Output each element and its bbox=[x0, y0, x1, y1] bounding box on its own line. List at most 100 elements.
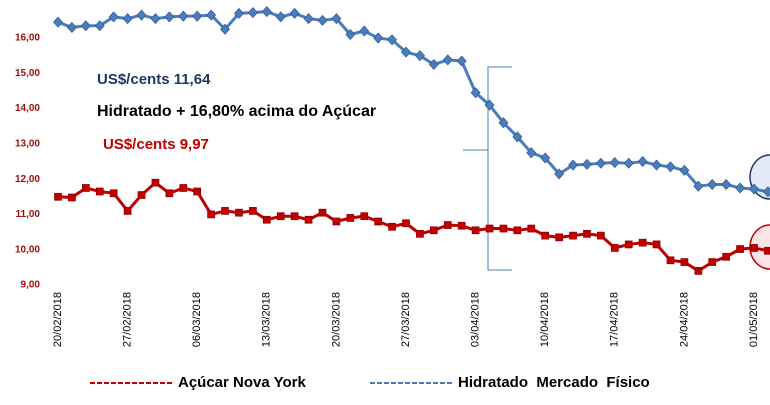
point-marker bbox=[762, 186, 770, 198]
point-marker bbox=[597, 231, 605, 240]
series-line bbox=[57, 180, 769, 273]
point-marker bbox=[207, 210, 215, 219]
point-marker bbox=[414, 50, 425, 62]
point-marker bbox=[136, 9, 147, 21]
point-marker bbox=[442, 54, 453, 66]
point-marker bbox=[583, 229, 591, 238]
point-marker bbox=[318, 208, 327, 217]
point-marker bbox=[233, 7, 244, 19]
point-marker bbox=[722, 252, 731, 261]
point-marker bbox=[80, 20, 91, 32]
x-tick-label: 20/02/2018 bbox=[52, 292, 64, 347]
point-marker bbox=[401, 46, 411, 58]
point-marker bbox=[317, 14, 328, 26]
point-marker bbox=[360, 212, 369, 221]
legend-label: Açúcar Nova York bbox=[178, 374, 306, 391]
x-tick-label: 13/03/2018 bbox=[261, 292, 273, 347]
point-marker bbox=[735, 182, 746, 194]
annotation: US$/cents 9,97 bbox=[103, 136, 209, 153]
point-marker bbox=[470, 87, 481, 99]
point-marker bbox=[108, 11, 119, 23]
point-marker bbox=[359, 25, 370, 37]
point-marker bbox=[303, 13, 314, 25]
point-marker bbox=[484, 99, 495, 111]
point-marker bbox=[708, 258, 717, 266]
point-marker bbox=[95, 187, 104, 196]
point-marker bbox=[345, 28, 356, 41]
y-tick-label: 11,00 bbox=[16, 209, 41, 220]
y-tick-label: 10,00 bbox=[15, 244, 40, 255]
point-marker bbox=[262, 215, 271, 224]
point-marker bbox=[165, 189, 174, 198]
point-marker bbox=[554, 168, 565, 180]
point-marker bbox=[290, 212, 299, 221]
point-marker bbox=[693, 180, 704, 192]
point-marker bbox=[373, 32, 384, 44]
x-tick-label: 24/04/2018 bbox=[678, 292, 690, 347]
y-tick-label: 14,00 bbox=[15, 103, 40, 114]
point-marker bbox=[123, 207, 132, 215]
point-marker bbox=[568, 159, 579, 171]
point-marker bbox=[220, 23, 231, 35]
point-marker bbox=[428, 58, 439, 71]
point-marker bbox=[289, 7, 300, 19]
point-marker bbox=[721, 178, 732, 190]
point-marker bbox=[68, 193, 76, 202]
point-marker bbox=[276, 212, 285, 221]
x-tick-label: 20/03/2018 bbox=[330, 292, 342, 347]
point-marker bbox=[456, 55, 467, 67]
y-tick-label: 13,00 bbox=[15, 139, 40, 150]
point-marker bbox=[249, 207, 257, 215]
point-marker bbox=[540, 152, 551, 164]
point-marker bbox=[429, 226, 438, 235]
point-marker bbox=[247, 7, 258, 19]
point-marker bbox=[680, 258, 689, 266]
x-tick-label: 17/04/2018 bbox=[609, 292, 621, 347]
point-marker bbox=[527, 224, 536, 233]
point-marker bbox=[679, 164, 690, 176]
y-tick-label: 9,00 bbox=[21, 280, 41, 291]
point-marker bbox=[666, 256, 675, 265]
point-marker bbox=[402, 219, 410, 228]
point-marker bbox=[388, 222, 396, 231]
point-marker bbox=[652, 240, 661, 249]
point-marker bbox=[651, 159, 662, 171]
point-marker bbox=[179, 184, 188, 192]
point-marker bbox=[555, 233, 563, 242]
point-marker bbox=[221, 207, 229, 215]
bracket bbox=[463, 66, 512, 271]
x-tick-label: 27/03/2018 bbox=[400, 292, 412, 347]
point-marker bbox=[332, 217, 341, 226]
point-marker bbox=[206, 9, 217, 21]
point-marker bbox=[192, 10, 203, 22]
point-marker bbox=[526, 147, 537, 159]
series-line bbox=[57, 10, 769, 194]
point-marker bbox=[109, 189, 118, 198]
point-marker bbox=[609, 157, 620, 169]
point-marker bbox=[665, 161, 676, 173]
point-marker bbox=[235, 208, 243, 217]
point-marker bbox=[457, 221, 466, 230]
point-marker bbox=[749, 183, 759, 195]
point-marker bbox=[581, 158, 592, 170]
point-marker bbox=[193, 187, 202, 196]
y-tick-label: 16,00 bbox=[15, 33, 40, 44]
annotation: US$/cents 11,64 bbox=[97, 71, 211, 88]
point-marker bbox=[624, 240, 633, 249]
point-marker bbox=[150, 13, 161, 25]
point-marker bbox=[346, 214, 355, 222]
point-marker bbox=[122, 13, 133, 25]
x-tick-label: 10/04/2018 bbox=[539, 292, 551, 347]
point-marker bbox=[54, 192, 62, 201]
x-tick-label: 06/03/2018 bbox=[191, 292, 203, 347]
point-marker bbox=[443, 221, 452, 229]
point-marker bbox=[137, 191, 146, 199]
point-marker bbox=[81, 184, 90, 192]
point-marker bbox=[764, 246, 770, 255]
point-marker bbox=[637, 155, 648, 168]
x-tick-label: 03/04/2018 bbox=[470, 292, 482, 347]
point-marker bbox=[512, 131, 523, 143]
point-marker bbox=[261, 6, 272, 18]
point-marker bbox=[164, 11, 175, 23]
annotation: Hidratado + 16,80% acima do Açúcar bbox=[97, 103, 376, 120]
